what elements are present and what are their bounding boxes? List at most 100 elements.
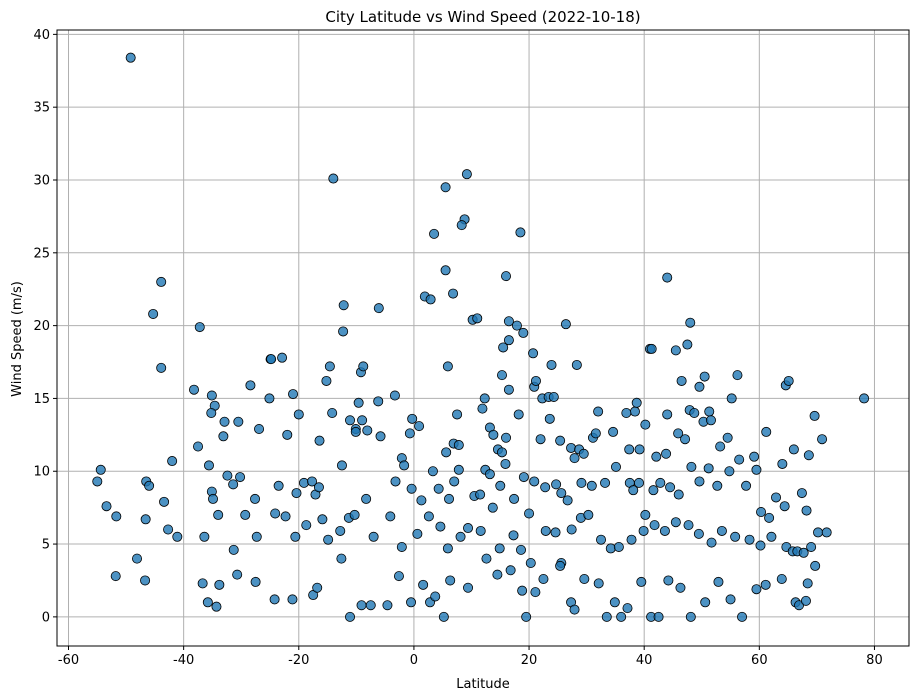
data-point	[440, 265, 451, 276]
data-point	[453, 464, 464, 475]
data-point	[427, 466, 438, 477]
data-point	[213, 509, 224, 520]
data-point	[444, 493, 455, 504]
data-point	[206, 390, 217, 401]
data-point	[484, 469, 495, 480]
data-point	[756, 507, 767, 518]
data-point	[440, 182, 451, 193]
data-point	[406, 597, 417, 608]
y-tick-label: 35	[33, 101, 50, 116]
plot-frame	[56, 29, 910, 647]
data-point	[287, 594, 298, 605]
data-points	[92, 52, 870, 622]
data-point	[673, 489, 684, 500]
data-point	[501, 432, 512, 443]
data-point	[494, 543, 505, 554]
data-point	[749, 451, 760, 462]
data-point	[327, 407, 338, 418]
data-point	[125, 52, 136, 63]
data-point	[685, 317, 696, 328]
data-point	[503, 316, 514, 327]
data-point	[670, 517, 681, 528]
data-point	[477, 403, 488, 414]
data-point	[475, 525, 486, 536]
data-point	[245, 380, 256, 391]
data-point	[803, 450, 814, 461]
x-tick-label: 40	[636, 653, 653, 668]
data-point	[373, 396, 384, 407]
data-point	[314, 435, 325, 446]
x-tick-label: 20	[521, 653, 538, 668]
data-point	[277, 352, 288, 363]
data-point	[508, 530, 519, 541]
data-point	[540, 482, 551, 493]
data-point	[809, 410, 820, 421]
data-point	[361, 493, 372, 504]
data-point	[569, 604, 580, 615]
data-point	[616, 611, 627, 622]
data-point	[655, 477, 666, 488]
data-point	[203, 460, 214, 471]
data-point	[569, 453, 580, 464]
data-point	[583, 509, 594, 520]
data-point	[406, 483, 417, 494]
data-point	[535, 434, 546, 445]
data-point	[682, 339, 693, 350]
data-point	[538, 574, 549, 585]
data-point	[509, 493, 520, 504]
data-point	[345, 415, 356, 426]
x-tick-label: -60	[58, 653, 79, 668]
data-point	[610, 461, 621, 472]
data-point	[801, 505, 812, 516]
data-point	[694, 381, 705, 392]
data-point	[734, 454, 745, 465]
data-point	[233, 416, 244, 427]
data-point	[673, 428, 684, 439]
data-point	[551, 479, 562, 490]
data-point	[453, 440, 464, 451]
data-point	[338, 326, 349, 337]
data-point	[290, 531, 301, 542]
data-point	[307, 476, 318, 487]
data-point	[496, 370, 507, 381]
data-point	[156, 362, 167, 373]
data-point	[385, 511, 396, 522]
y-tick-label: 15	[33, 392, 50, 407]
data-point	[452, 409, 463, 420]
data-point	[638, 525, 649, 536]
data-point	[628, 485, 639, 496]
data-point	[566, 442, 577, 453]
data-point	[546, 359, 557, 370]
data-point	[197, 578, 208, 589]
data-point	[751, 464, 762, 475]
data-point	[282, 429, 293, 440]
data-point	[662, 409, 673, 420]
data-point	[202, 597, 213, 608]
data-point	[298, 477, 309, 488]
data-point	[649, 520, 660, 531]
data-point	[317, 514, 328, 525]
data-point	[716, 525, 727, 536]
data-point	[148, 308, 159, 319]
data-point	[634, 477, 645, 488]
y-axis-label: Wind Speed (m/s)	[10, 281, 25, 397]
data-point	[515, 227, 526, 238]
data-point	[407, 413, 418, 424]
data-point	[675, 582, 686, 593]
data-point	[356, 600, 367, 611]
data-point	[715, 441, 726, 452]
data-point	[393, 571, 404, 582]
data-point	[518, 472, 529, 483]
data-point	[496, 447, 507, 458]
data-point	[663, 575, 674, 586]
data-point	[501, 271, 512, 282]
data-point	[404, 428, 415, 439]
data-point	[338, 300, 349, 311]
data-point	[776, 574, 787, 585]
y-tick-label: 5	[42, 538, 50, 553]
data-point	[525, 557, 536, 568]
data-point	[777, 458, 788, 469]
data-point	[293, 409, 304, 420]
data-point	[487, 502, 498, 513]
data-point	[189, 384, 200, 395]
